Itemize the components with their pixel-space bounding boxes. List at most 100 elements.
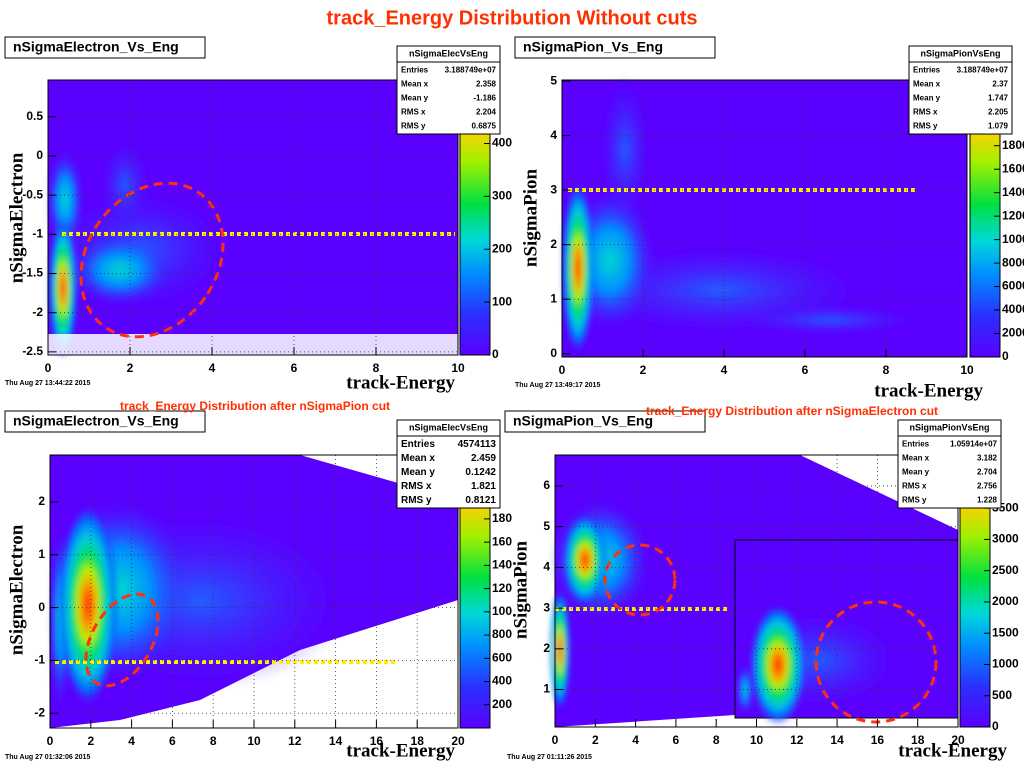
color-bar-label: 18000 [1002, 138, 1024, 152]
y-axis-label: nSigmaElectron [6, 524, 27, 655]
stats-value: 2.459 [471, 453, 496, 464]
color-bar-label: 16000 [1002, 161, 1024, 175]
timestamp: Thu Aug 27 01:11:26 2015 [507, 754, 592, 761]
x-tick-label: 18 [911, 733, 925, 747]
y-axis-label: nSigmaElectron [6, 152, 27, 283]
color-bar-label: 800 [492, 627, 512, 641]
stats-label: Mean x [401, 453, 435, 464]
stats-value: 1.821 [471, 481, 496, 492]
pad-title-box [4, 410, 206, 433]
stats-value: 0.8121 [465, 495, 496, 506]
timestamp: Thu Aug 27 13:49:17 2015 [515, 382, 600, 389]
x-tick-label: 2 [87, 734, 94, 748]
timestamp: Thu Aug 27 13:44:22 2015 [5, 380, 90, 387]
panel: 0 2 4 6 8 10 12 14 16 18 20-2-10122004006008001000… [4, 399, 519, 761]
color-bar-label: 1000 [492, 604, 519, 618]
x-axis-label: track-Energy [346, 740, 455, 761]
stats-box [897, 419, 1002, 509]
color-bar-label: 1800 [492, 511, 519, 525]
stats-value: 3.188749e+07 [957, 66, 1009, 75]
stats-name: nSigmaPionVsEng [909, 422, 989, 432]
y-tick-label: 5 [550, 73, 557, 87]
x-tick-label: 4 [209, 361, 216, 375]
y-tick-label: -0.5 [22, 187, 43, 201]
y-tick-label: 1 [38, 547, 45, 561]
x-tick-label: 6 [291, 361, 298, 375]
density [562, 75, 920, 353]
color-bar-label: 0 [492, 347, 499, 361]
y-axis-label: nSigmaPion [520, 168, 541, 267]
color-bar-label: 4000 [492, 136, 519, 150]
stats-label: RMS y [902, 496, 927, 505]
color-bar-label: 2500 [992, 563, 1019, 577]
color-bar-label: 2000 [992, 594, 1019, 608]
timestamp: Thu Aug 27 01:32:06 2015 [5, 754, 90, 761]
y-tick-label: 2 [38, 494, 45, 508]
y-tick-label: -1 [32, 227, 43, 241]
x-tick-label: 0 [552, 733, 559, 747]
stats-label: Entries [401, 439, 435, 450]
x-tick-label: 8 [883, 363, 890, 377]
panel: 0 2 4 6 8 10 -2.5 -2 -1.5 -1 -0.5 0 0.5 0 1000 2000 3000… [4, 36, 519, 393]
y-tick-label: 3 [550, 182, 557, 196]
sparse-band [48, 334, 458, 355]
y-tick-label: 0 [550, 346, 557, 360]
y-tick-label: 0.5 [26, 109, 43, 123]
stats-box [396, 45, 501, 135]
color-bar-label: 4000 [1002, 302, 1024, 316]
x-tick-label: 18 [411, 734, 425, 748]
pad-title: nSigmaPion_Vs_Eng [523, 39, 663, 55]
color-bar-label: 600 [492, 650, 512, 664]
stats-value: 4574113 [458, 439, 497, 450]
y-tick-label: -1 [34, 653, 45, 667]
plot-frame [47, 79, 459, 356]
y-tick-label: 3 [543, 600, 550, 614]
y-tick-label: 1 [543, 682, 550, 696]
stats-label: Mean x [913, 80, 941, 89]
color-bar-label: 2000 [492, 241, 519, 255]
color-bar-label: 200 [492, 697, 512, 711]
x-tick-label: 6 [169, 734, 176, 748]
color-bar-label: 3000 [992, 532, 1019, 546]
y-tick-label: 4 [543, 560, 550, 574]
plot-frame [561, 79, 968, 358]
stats-label: RMS x [401, 481, 432, 492]
x-axis-label: track-Energy [874, 380, 983, 401]
stats-value: 3.188749e+07 [445, 66, 497, 75]
color-bar-label: 1000 [492, 294, 519, 308]
y-tick-label: 2 [543, 641, 550, 655]
color-bar-label: 8000 [1002, 255, 1024, 269]
x-tick-label: 10 [960, 363, 974, 377]
x-tick-label: 8 [373, 361, 380, 375]
stats-box [908, 45, 1013, 135]
stats-name: nSigmaPionVsEng [920, 48, 1000, 58]
x-tick-label: 2 [640, 363, 647, 377]
x-tick-label: 0 [45, 361, 52, 375]
stats-label: Mean y [913, 94, 941, 103]
pad-title: nSigmaPion_Vs_Eng [513, 413, 653, 429]
stats-label: RMS y [913, 122, 938, 131]
y-tick-label: 0 [38, 600, 45, 614]
x-tick-label: 10 [750, 733, 764, 747]
x-tick-label: 2 [127, 361, 134, 375]
y-tick-label: -2 [34, 705, 45, 719]
color-bar-label: 1400 [492, 558, 519, 572]
y-tick-label: -1.5 [22, 266, 43, 280]
color-bar-label: 1000 [992, 657, 1019, 671]
stats-value: 2.704 [977, 468, 998, 477]
color-bar-label: 500 [992, 688, 1012, 702]
x-tick-label: 0 [559, 363, 566, 377]
y-tick-label: 0 [36, 148, 43, 162]
y-tick-label: -2 [32, 305, 43, 319]
stats-value: 2.205 [988, 108, 1009, 117]
stats-label: Mean y [401, 94, 429, 103]
stats-value: 3.182 [977, 454, 998, 463]
x-tick-label: 20 [951, 733, 965, 747]
color-bar-label: 2000 [1002, 326, 1024, 340]
x-tick-label: 10 [247, 734, 261, 748]
x-axis-label: track-Energy [346, 372, 455, 393]
stats-label: Entries [913, 66, 941, 75]
stats-label: Mean x [902, 454, 930, 463]
pad-title-box [4, 36, 206, 59]
